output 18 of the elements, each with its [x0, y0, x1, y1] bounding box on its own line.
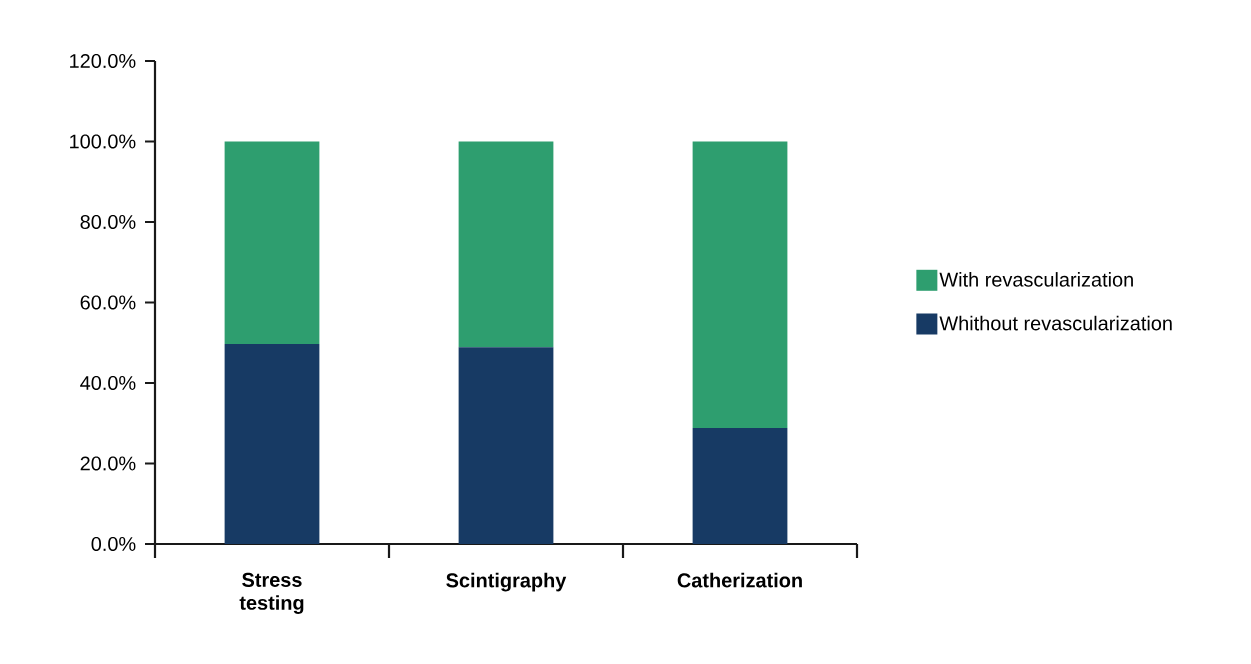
x-tick-label: Catherization — [677, 572, 802, 588]
x-tick-label: Stress testing — [239, 572, 304, 614]
bar — [458, 347, 554, 544]
y-tick-label: 120.0% — [70, 53, 136, 69]
x-tick-label: Scintigraphy — [446, 572, 567, 592]
bar — [692, 141, 788, 429]
bar — [692, 428, 788, 544]
y-tick-label: 20.0% — [80, 456, 136, 471]
legend-label: With revascularization — [939, 272, 1133, 287]
y-tick-label: 60.0% — [80, 295, 136, 310]
legend-label: Whithout revascularization — [939, 315, 1172, 331]
bar — [458, 141, 554, 348]
bar — [224, 343, 320, 544]
y-tick-label: 80.0% — [80, 214, 136, 230]
y-tick-label: 40.0% — [80, 375, 136, 391]
y-tick-label: 0.0% — [91, 536, 136, 552]
y-tick-label: 100.0% — [70, 134, 136, 149]
bar — [224, 141, 320, 344]
